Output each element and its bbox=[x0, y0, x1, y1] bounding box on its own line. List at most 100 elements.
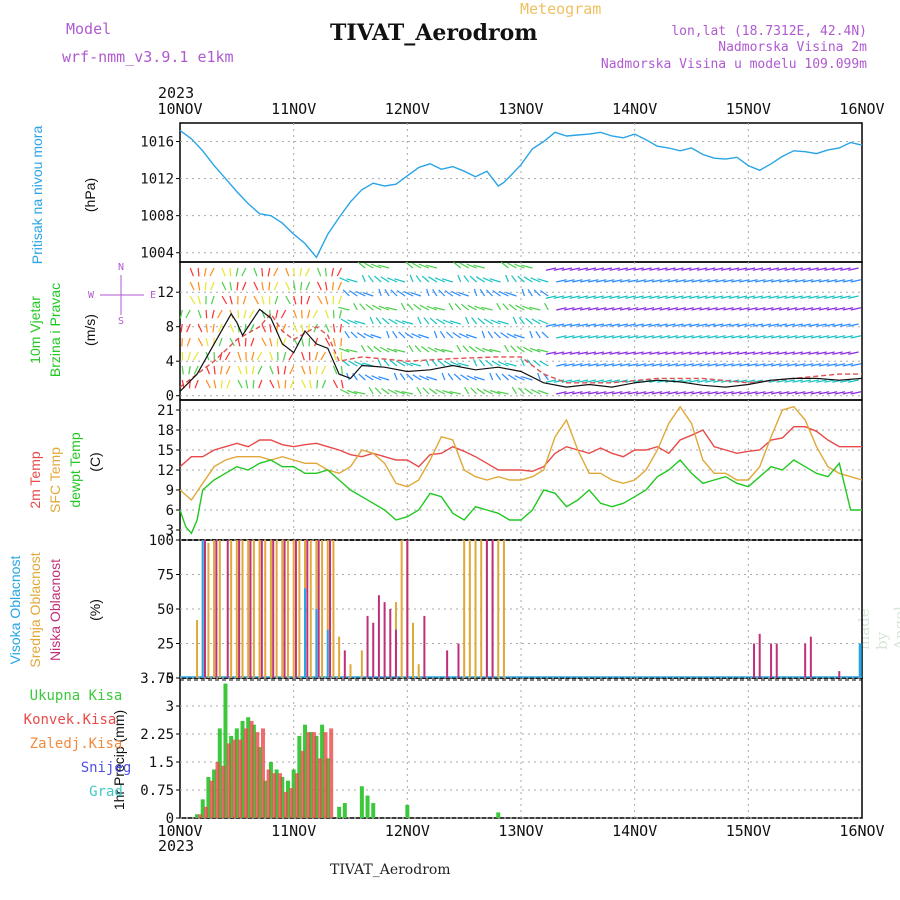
wind-barb-mark bbox=[657, 295, 668, 299]
wind-barb-mark bbox=[378, 305, 390, 311]
precip-legend-item: Snijeg bbox=[81, 760, 132, 776]
wind-barb-mark bbox=[485, 289, 494, 297]
wind-barb-mark bbox=[810, 391, 822, 395]
wind-barb-mark bbox=[417, 316, 422, 325]
wind-barb-mark bbox=[237, 365, 242, 375]
conv-precip-bar bbox=[295, 773, 300, 818]
wind-barb-mark bbox=[390, 289, 398, 297]
wind-barb-mark bbox=[579, 391, 591, 395]
wind-barb-mark bbox=[308, 365, 312, 375]
wind-barb-mark bbox=[537, 372, 541, 381]
wind-barb-mark bbox=[283, 365, 287, 375]
wind-barb-mark bbox=[808, 267, 819, 271]
total-precip-bar bbox=[291, 769, 296, 818]
wind-barb-mark bbox=[186, 337, 191, 347]
wind-barb-mark bbox=[237, 351, 242, 361]
wind-barb-mark bbox=[673, 323, 684, 327]
wind-barb-mark bbox=[511, 275, 517, 283]
wind-barb-mark bbox=[277, 379, 281, 389]
wind-barb-mark bbox=[427, 346, 438, 353]
wind-barb-mark bbox=[219, 351, 223, 361]
wind-barb-mark bbox=[786, 279, 798, 283]
wind-barb-mark bbox=[720, 267, 732, 271]
x-tick-label-bottom: 14NOV bbox=[612, 822, 657, 840]
wind-barb-mark bbox=[770, 391, 782, 395]
wind-barb-mark bbox=[306, 295, 311, 305]
wind-barb-mark bbox=[595, 363, 607, 367]
wind-barb-mark bbox=[577, 379, 589, 383]
model-elevation: Nadmorska Visina u modelu 109.099m bbox=[600, 57, 867, 72]
wind-barb-mark bbox=[641, 295, 652, 299]
wind-barb-mark bbox=[345, 348, 358, 353]
panel-frame bbox=[179, 122, 863, 263]
wind-barb-mark bbox=[387, 277, 398, 283]
wind-barb-mark bbox=[818, 307, 830, 311]
wind-barb-mark bbox=[221, 281, 227, 291]
total-precip-bar bbox=[280, 776, 285, 818]
wind-barb-mark bbox=[802, 279, 814, 283]
wind-barb-mark bbox=[364, 374, 374, 381]
mid-cloud-bar bbox=[332, 540, 335, 678]
wind-barb-mark bbox=[482, 277, 493, 283]
wind-barb-mark bbox=[475, 276, 485, 283]
wind-barb-mark bbox=[739, 391, 750, 395]
mid-cloud-bar bbox=[196, 620, 199, 678]
wind-barb-mark bbox=[377, 358, 382, 367]
wind-barb-mark bbox=[747, 335, 758, 339]
wind-barb-mark bbox=[657, 267, 668, 271]
wind-barb-mark bbox=[675, 307, 687, 311]
wind-barb-mark bbox=[553, 323, 565, 327]
wind-barb-mark bbox=[332, 323, 336, 333]
low-cloud-bar bbox=[406, 540, 409, 678]
wind-barb-mark bbox=[537, 389, 549, 395]
wind-barb-mark bbox=[651, 363, 663, 367]
wind-barb-mark bbox=[569, 351, 581, 355]
mid-cloud-bar bbox=[207, 542, 210, 678]
wind-barb-mark bbox=[513, 334, 525, 339]
wind-barb-mark bbox=[627, 307, 639, 311]
wind-barb-mark bbox=[760, 323, 772, 327]
wind-barb-mark bbox=[595, 279, 607, 283]
wind-barb-mark bbox=[501, 373, 509, 381]
wind-barb-mark bbox=[641, 351, 652, 355]
low-cloud-bar bbox=[457, 643, 460, 678]
wind-barb-mark bbox=[736, 379, 748, 383]
wind-barb-mark bbox=[213, 365, 216, 375]
wind-barb-mark bbox=[274, 295, 279, 305]
wind-barb-mark bbox=[611, 279, 623, 283]
model-name: wrf-nmm_v3.9.1 e1km bbox=[62, 48, 234, 66]
total-precip-bar bbox=[314, 735, 319, 818]
wind-barb-mark bbox=[388, 318, 398, 325]
wind-barb-mark bbox=[521, 264, 533, 269]
wind-barb-mark bbox=[564, 307, 575, 311]
wind-barb-mark bbox=[752, 323, 764, 327]
wind-barb-mark bbox=[625, 267, 636, 271]
wind-barb-mark bbox=[521, 376, 533, 381]
mid-cloud-bar bbox=[417, 664, 420, 678]
wind-barb-mark bbox=[603, 335, 615, 339]
wind-barb-mark bbox=[818, 391, 830, 395]
wind-axis-label-1: 10m Vjetar bbox=[27, 296, 43, 364]
wind-barb-mark bbox=[220, 365, 223, 375]
wind-barb-mark bbox=[585, 323, 597, 327]
y-tick-label: 25 bbox=[157, 637, 174, 653]
wind-barb-mark bbox=[381, 317, 390, 325]
wind-barb-mark bbox=[408, 344, 414, 353]
x-tick-label-top: 11NOV bbox=[271, 100, 316, 118]
wind-barb-mark bbox=[744, 351, 756, 355]
wind-barb-mark bbox=[840, 379, 851, 383]
wind-barb-mark bbox=[386, 330, 390, 339]
wind-barb-mark bbox=[633, 267, 644, 271]
wind-barb-mark bbox=[826, 279, 838, 283]
wind-barb-mark bbox=[205, 337, 209, 347]
wind-barb-mark bbox=[635, 335, 647, 339]
sfc-temp-line bbox=[179, 405, 863, 502]
y-tick-label: 21 bbox=[157, 403, 174, 419]
wind-barb-mark bbox=[553, 295, 565, 299]
wind-barb-mark bbox=[421, 275, 430, 283]
low-cloud-bar bbox=[389, 609, 392, 678]
mid-cloud-bar bbox=[241, 540, 244, 678]
wind-barb-mark bbox=[418, 334, 430, 339]
wind-barb-mark bbox=[715, 279, 726, 283]
wind-barb-mark bbox=[545, 351, 557, 355]
